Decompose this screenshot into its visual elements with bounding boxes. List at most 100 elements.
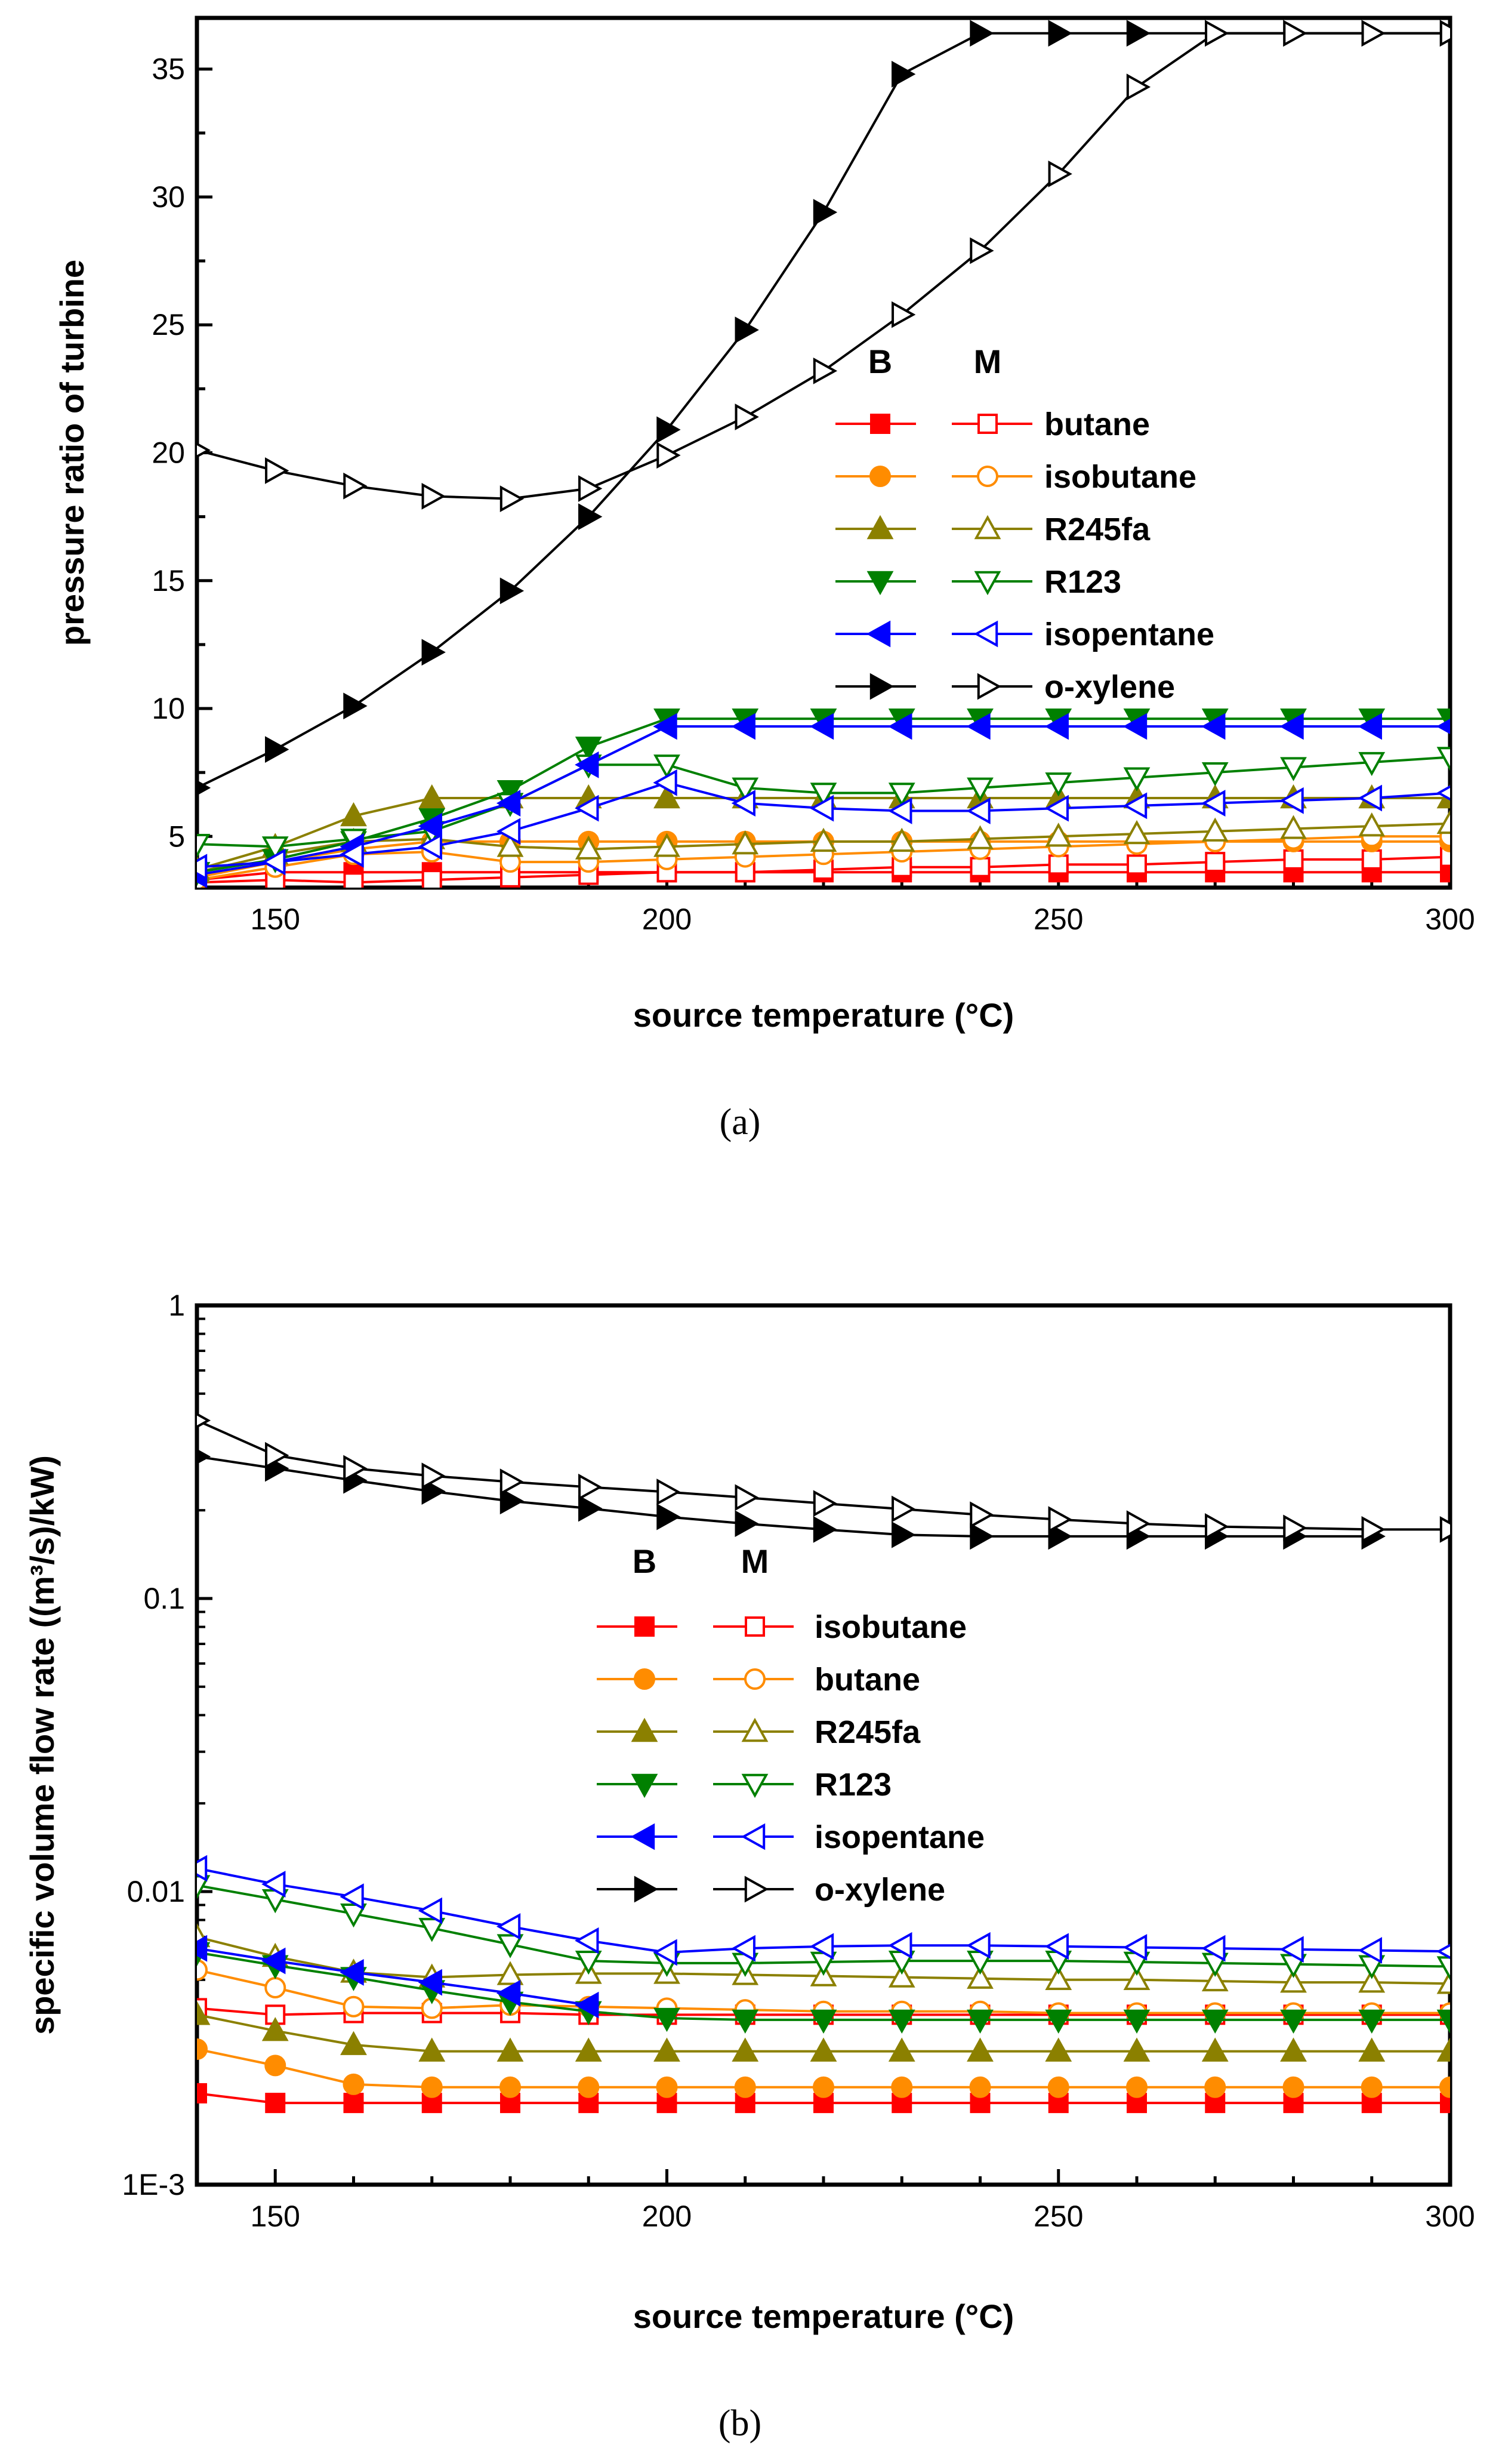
panel-a-point-isopentane-B [888, 713, 912, 740]
panel-b-point-butane-B [656, 2076, 678, 2098]
panel-b-legend-label-o-xylene: o-xylene [815, 1872, 945, 1908]
panel-a: 150 200 250 300 5 10 15 20 25 30 35 source temperat… [53, 16, 1475, 1142]
panel-a-point-isopentane-M [653, 769, 677, 796]
panel-a-point-isopentane-M [575, 794, 599, 822]
panel-a-point-isopentane-B [418, 812, 442, 840]
panel-b-point-r123-B [1280, 2009, 1307, 2034]
panel-a-point-o-xylene-B [1126, 20, 1151, 47]
panel-a-point-isopentane-B [1122, 713, 1148, 740]
panel-b-y-tick-label: 1E-3 [122, 2168, 185, 2201]
panel-a-point-isopentane-M [496, 818, 521, 845]
panel-b-point-isobutane-B [1440, 2093, 1450, 2114]
panel-b-series-o-xylene-M [197, 1412, 1450, 1543]
panel-a-point-r123-B [496, 780, 524, 805]
panel-b-point-r123-M [1436, 1956, 1450, 1981]
panel-b-point-r245fa-B [1280, 2037, 1307, 2062]
panel-b-point-o-xylene-B [578, 1495, 603, 1522]
panel-b-point-r245fa-B [1045, 2037, 1072, 2062]
panel-a-point-isopentane-M [261, 848, 286, 876]
panel-b-point-r245fa-B [732, 2037, 759, 2062]
panel-b-point-isopentane-M [197, 1855, 208, 1882]
panel-a-point-r245fa-M [575, 835, 602, 860]
panel-b-series-r245fa-B [197, 2001, 1450, 2062]
panel-a-point-isopentane-M [1122, 792, 1148, 820]
panel-b-point-butane-B [578, 2076, 600, 2098]
panel-a-y-tick-label: 10 [152, 692, 185, 725]
panel-b-point-o-xylene-B [656, 1503, 681, 1530]
panel-a-point-o-xylene-M [656, 442, 681, 469]
panel-a-point-r123-M [1201, 762, 1229, 787]
panel-b-legend-marker-isobutane-b [634, 1616, 655, 1637]
panel-b-point-butane-B [1282, 2076, 1304, 2098]
panel-b-legend-header-b: B [633, 1542, 656, 1580]
panel-a-point-r123-M [732, 777, 759, 802]
panel-b-point-o-xylene-M [735, 1484, 759, 1511]
panel-b-point-r245fa-M [1280, 1968, 1307, 1993]
panel-a-point-r245fa-M [1436, 809, 1450, 834]
panel-a-point-o-xylene-M [892, 301, 916, 328]
panel-b-point-o-xylene-M [892, 1495, 916, 1523]
panel-a-point-o-xylene-B [578, 503, 603, 531]
panel-a-point-isopentane-B [1358, 713, 1382, 740]
panel-a-point-r245fa-M [1280, 815, 1307, 839]
panel-a-point-r123-M [810, 783, 837, 807]
panel-a-point-isopentane-M [1358, 784, 1382, 812]
panel-a-x-axis-label: source temperature (°C) [633, 996, 1014, 1034]
panel-a-point-o-xylene-M [1439, 20, 1450, 47]
panel-b-point-butane-B [264, 2055, 286, 2077]
panel-a-point-r245fa-M [1358, 812, 1386, 837]
panel-b-point-o-xylene-B [735, 1510, 759, 1538]
panel-a-legend-marker-r123-m [974, 571, 1001, 596]
panel-a-legend-header-m: M [974, 343, 1002, 380]
panel-a-point-butane-M [421, 870, 442, 888]
panel-a-point-r123-B [1436, 708, 1450, 733]
panel-a-point-r245fa-M [732, 830, 759, 855]
panel-b-legend-marker-isobutane-m [745, 1616, 765, 1637]
panel-b-y-axis-label: specific volume flow rate ((m³/s)/kW) [23, 1455, 61, 2035]
panel-b-point-butane-B [969, 2076, 991, 2098]
panel-b-point-r123-M [575, 1950, 602, 1975]
panel-b-point-butane-M [343, 1995, 365, 2018]
panel-a-y-tick-label: 20 [152, 436, 185, 470]
panel-a-point-isopentane-M [197, 854, 208, 881]
panel-b-legend-marker-butane-m [744, 1668, 766, 1690]
panel-a-legend-marker-isopentane-m [973, 620, 998, 648]
panel-a-point-o-xylene-M [735, 404, 759, 430]
panel-b-point-r245fa-B [1358, 2037, 1386, 2062]
panel-b-point-butane-B [813, 2076, 834, 2098]
panel-b-point-o-xylene-M [265, 1442, 289, 1469]
panel-b-legend-marker-o-xylene-m [744, 1875, 769, 1903]
panel-a-y-tick-label: 25 [152, 308, 185, 341]
panel-b-point-isopentane-M [1122, 1934, 1148, 1961]
panel-b-point-r245fa-B [1436, 2037, 1450, 2062]
panel-a-point-isopentane-M [888, 797, 912, 824]
panel-a-point-isopentane-M [418, 833, 442, 860]
panel-a-x-tick-label: 250 [1034, 903, 1083, 936]
panel-a-point-r245fa-M [1123, 820, 1151, 845]
panel-b-y-tick-label: 1 [168, 1289, 185, 1322]
panel-b-point-r245fa-M [1436, 1970, 1450, 1994]
panel-a-point-r123-M [888, 783, 915, 807]
panel-a-point-isopentane-M [1044, 794, 1069, 822]
panel-b-point-r245fa-B [1201, 2037, 1229, 2062]
panel-a-point-o-xylene-M [499, 485, 525, 513]
panel-a-panel-label: (a) [720, 1102, 761, 1142]
panel-a-legend-marker-isobutane-m [977, 466, 998, 487]
panel-b-point-o-xylene-B [892, 1521, 916, 1548]
panel-b: 150 200 250 300 1E-3 0.01 0.1 1 source temperatu… [23, 1289, 1475, 2444]
panel-a-point-isopentane-M [1201, 790, 1226, 817]
panel-b-line-isopentane-B [197, 1947, 589, 2007]
panel-a-legend-marker-r245fa-m [974, 515, 1001, 540]
panel-b-point-butane-B [1047, 2076, 1069, 2098]
panel-a-point-r245fa-B [340, 802, 367, 827]
panel-a-point-r245fa-M [1201, 817, 1229, 842]
panel-b-legend-marker-r123-m [741, 1773, 769, 1798]
panel-b-point-r123-B [967, 2009, 994, 2034]
panel-a-point-butane-M [970, 857, 991, 877]
panel-a-legend-label-butane: butane [1044, 406, 1150, 442]
panel-a-point-r123-M [261, 836, 289, 861]
panel-a-point-r123-M [1123, 767, 1151, 791]
panel-b-point-butane-B [197, 2038, 208, 2060]
